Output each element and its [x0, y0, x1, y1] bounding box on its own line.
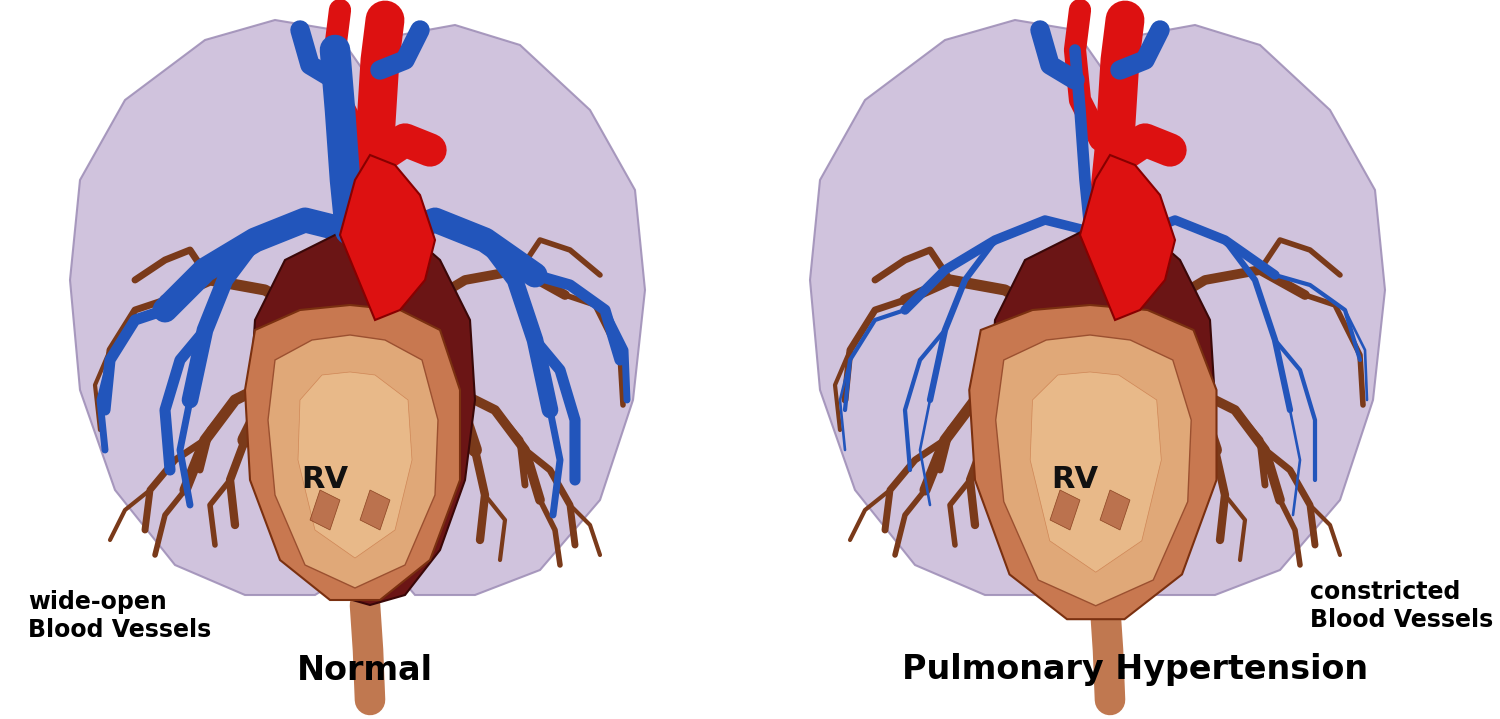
Polygon shape	[1100, 490, 1130, 530]
Polygon shape	[810, 20, 1120, 595]
Text: wide-open
Blood Vessels: wide-open Blood Vessels	[28, 590, 211, 642]
Polygon shape	[1080, 155, 1174, 320]
Polygon shape	[244, 305, 460, 600]
Polygon shape	[268, 335, 438, 588]
Polygon shape	[1110, 25, 1384, 595]
Polygon shape	[340, 155, 435, 320]
Polygon shape	[251, 220, 476, 605]
Polygon shape	[996, 335, 1191, 606]
Polygon shape	[370, 25, 645, 595]
Polygon shape	[70, 20, 380, 595]
Polygon shape	[310, 490, 340, 530]
Text: constricted
Blood Vessels: constricted Blood Vessels	[1310, 580, 1492, 632]
Polygon shape	[298, 372, 412, 558]
Polygon shape	[969, 305, 1216, 619]
Polygon shape	[1030, 372, 1161, 572]
Text: Pulmonary Hypertension: Pulmonary Hypertension	[902, 654, 1368, 687]
Text: Normal: Normal	[297, 654, 433, 687]
Polygon shape	[990, 220, 1215, 605]
Text: RV: RV	[1052, 465, 1098, 495]
Polygon shape	[1050, 490, 1080, 530]
Text: RV: RV	[302, 465, 348, 495]
Polygon shape	[360, 490, 390, 530]
